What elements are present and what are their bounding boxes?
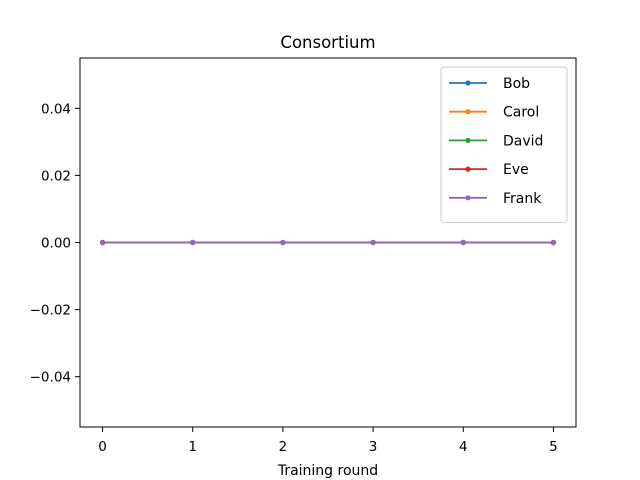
legend-box <box>440 66 568 223</box>
data-point-frank <box>370 239 376 246</box>
data-point-frank <box>550 239 557 246</box>
legend-label-bob: Bob <box>503 76 530 92</box>
x-tick-label: 2 <box>279 439 288 455</box>
data-point-frank <box>460 239 466 246</box>
y-tick-label: 0.00 <box>41 236 71 252</box>
legend-marker-eve <box>465 166 471 172</box>
x-tick-label: 0 <box>98 439 107 455</box>
x-tick-label: 4 <box>459 439 468 455</box>
legend-marker-bob <box>465 80 471 86</box>
data-point-frank <box>99 239 106 246</box>
data-point-frank <box>280 239 286 246</box>
legend-marker-david <box>465 137 471 143</box>
legend-label-carol: Carol <box>503 105 539 121</box>
legend-label-frank: Frank <box>503 191 542 207</box>
plot-area: 0 1 2 3 4 5 0.04 0.02 0.00 −0.02 −0.04 <box>30 57 577 455</box>
x-axis-label: Training round <box>277 463 378 479</box>
y-tick-label: −0.04 <box>30 370 71 386</box>
y-tick-label: 0.04 <box>41 101 71 117</box>
x-tick-label: 5 <box>549 439 558 455</box>
y-tick-label: −0.02 <box>30 303 71 319</box>
legend-marker-frank <box>465 195 471 201</box>
legend-label-david: David <box>503 133 543 149</box>
data-point-frank <box>190 239 196 246</box>
x-tick-label: 3 <box>369 439 378 455</box>
x-tick-label: 1 <box>188 439 197 455</box>
legend: Bob Carol David Eve Frank <box>440 66 568 223</box>
legend-marker-carol <box>465 109 471 115</box>
y-tick-label: 0.02 <box>41 168 71 184</box>
chart-title: Consortium <box>280 33 375 52</box>
legend-label-eve: Eve <box>503 162 529 178</box>
